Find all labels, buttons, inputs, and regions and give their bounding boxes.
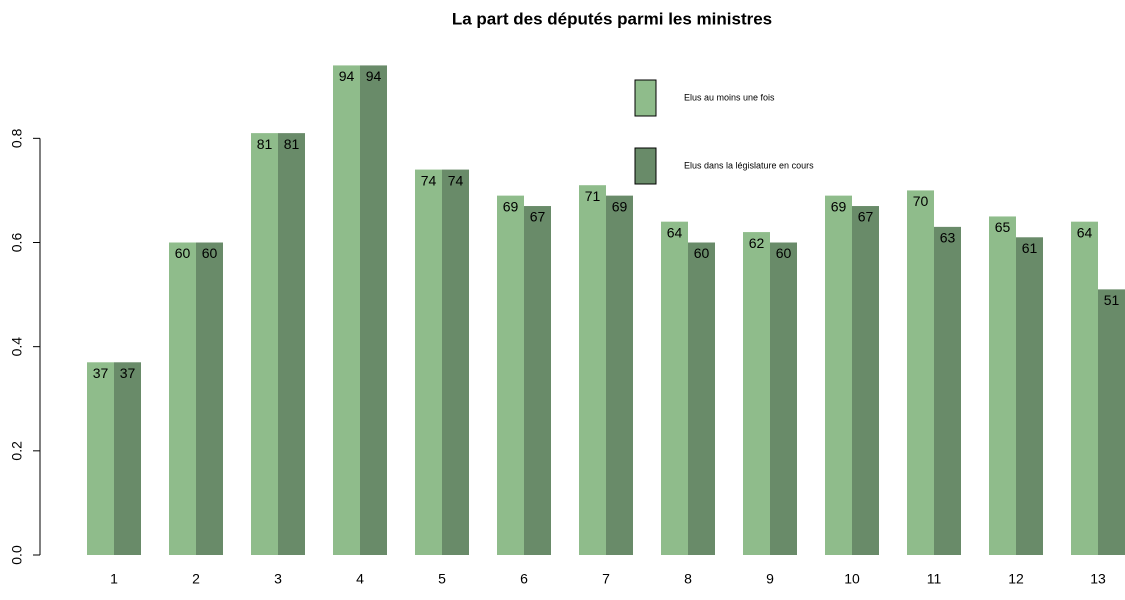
value-label: 65 <box>995 219 1011 235</box>
legend-label: Elus dans la législature en cours <box>684 160 814 170</box>
value-label: 37 <box>93 365 109 381</box>
x-tick-label: 9 <box>766 571 774 587</box>
x-tick-label: 2 <box>192 571 200 587</box>
value-label: 60 <box>694 245 710 261</box>
legend-label: Elus au moins une fois <box>684 92 775 102</box>
value-label: 60 <box>175 245 191 261</box>
bar <box>743 232 770 556</box>
bar <box>169 242 196 555</box>
bar <box>251 133 278 555</box>
bar <box>333 65 360 556</box>
bar <box>606 195 633 555</box>
value-label: 63 <box>940 230 956 246</box>
legend-swatch <box>634 147 657 185</box>
bar <box>87 362 114 555</box>
chart-title: La part des députés parmi les ministres <box>452 9 772 28</box>
y-tick-label: 0.4 <box>9 337 25 357</box>
bar <box>497 195 524 555</box>
x-tick-label: 12 <box>1008 571 1024 587</box>
value-label: 94 <box>366 68 382 84</box>
value-label: 81 <box>257 136 273 152</box>
value-label: 60 <box>776 245 792 261</box>
bar <box>1016 237 1043 555</box>
y-tick-label: 0.8 <box>9 128 25 148</box>
x-tick-label: 6 <box>520 571 528 587</box>
value-label: 67 <box>858 209 874 225</box>
value-label: 69 <box>503 198 519 214</box>
value-label: 64 <box>667 224 683 240</box>
x-tick-label: 8 <box>684 571 692 587</box>
bar <box>114 362 141 555</box>
bar <box>989 216 1016 556</box>
value-label: 61 <box>1022 240 1038 256</box>
bar <box>1098 289 1125 555</box>
bar <box>442 169 469 556</box>
x-tick-label: 4 <box>356 571 364 587</box>
value-label: 51 <box>1104 292 1120 308</box>
value-label: 81 <box>284 136 300 152</box>
bar <box>661 221 688 555</box>
bar <box>934 226 961 555</box>
bar <box>278 133 305 555</box>
y-tick-label: 0.6 <box>9 233 25 253</box>
x-tick-label: 3 <box>274 571 282 587</box>
bar <box>825 195 852 555</box>
bar <box>415 169 442 556</box>
value-label: 60 <box>202 245 218 261</box>
value-label: 74 <box>421 172 437 188</box>
x-tick-label: 13 <box>1090 571 1106 587</box>
value-label: 74 <box>448 172 464 188</box>
value-label: 71 <box>585 188 601 204</box>
bar <box>360 65 387 556</box>
x-tick-label: 10 <box>844 571 860 587</box>
value-label: 64 <box>1077 224 1093 240</box>
value-label: 37 <box>120 365 136 381</box>
bar <box>1071 221 1098 555</box>
value-label: 62 <box>749 235 765 251</box>
bar <box>852 206 879 555</box>
bar <box>688 242 715 555</box>
value-label: 94 <box>339 68 355 84</box>
y-tick-label: 0.2 <box>9 441 25 461</box>
bar <box>770 242 797 555</box>
y-tick-label: 0.0 <box>9 545 25 565</box>
x-tick-label: 1 <box>110 571 118 587</box>
x-tick-label: 11 <box>927 571 942 587</box>
bar <box>579 185 606 556</box>
x-tick-label: 7 <box>602 571 610 587</box>
legend-swatch <box>634 79 657 117</box>
bar <box>907 190 934 555</box>
value-label: 67 <box>530 209 546 225</box>
x-tick-label: 5 <box>438 571 446 587</box>
bar <box>196 242 223 555</box>
value-label: 69 <box>612 198 628 214</box>
value-label: 69 <box>831 198 847 214</box>
value-label: 70 <box>913 193 929 209</box>
bar <box>524 206 551 555</box>
